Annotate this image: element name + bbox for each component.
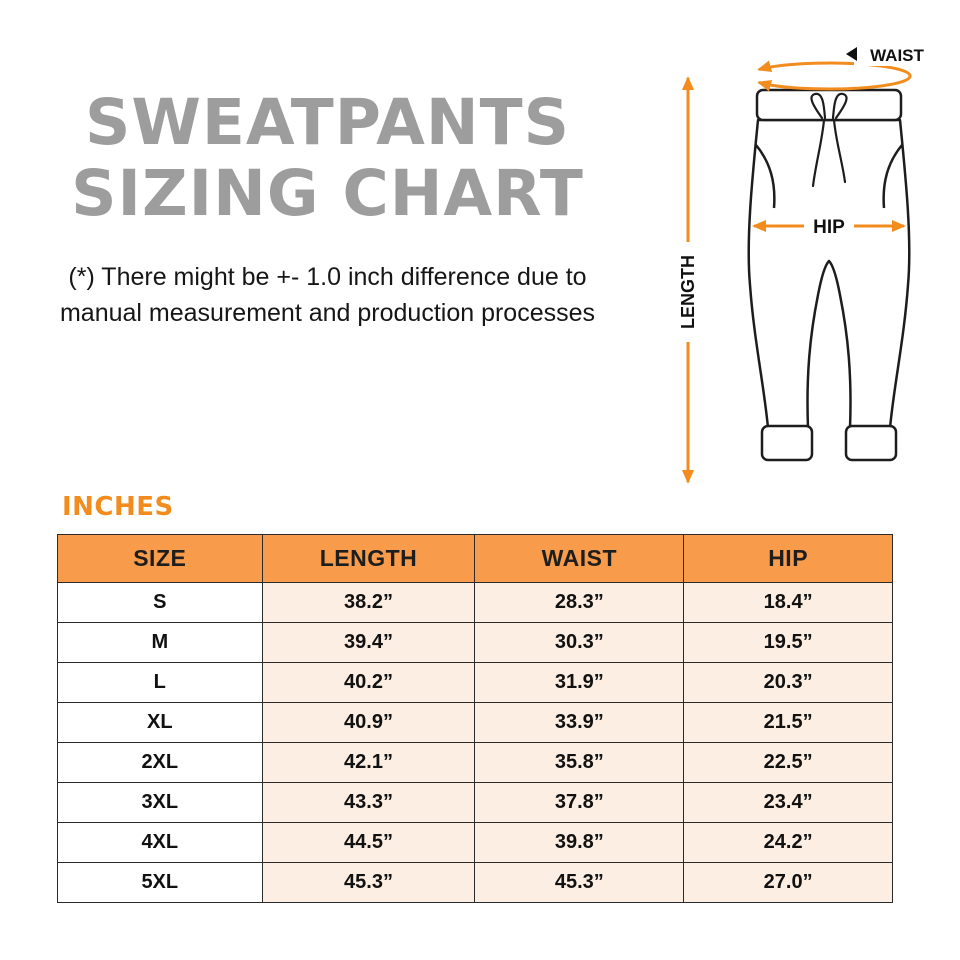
measurement-cell: 18.4” (683, 582, 893, 623)
measurement-cell: 45.3” (474, 862, 685, 903)
measurement-cell: 24.2” (683, 822, 893, 863)
measurement-cell: 21.5” (683, 702, 893, 743)
table-header-row: SIZE LENGTH WAIST HIP (57, 534, 893, 583)
size-cell: 4XL (57, 822, 263, 863)
column-header-length: LENGTH (261, 534, 476, 583)
title-line-2: SIZING CHART (71, 156, 584, 230)
table-row: 4XL 44.5” 39.8” 24.2” (57, 822, 893, 863)
right-pocket (881, 144, 903, 209)
size-cell: 3XL (57, 782, 263, 823)
table-row: 5XL 45.3” 45.3” 27.0” (57, 862, 893, 903)
measurement-cell: 30.3” (474, 622, 685, 663)
units-label: INCHES (62, 492, 174, 522)
measurement-cell: 27.0” (683, 862, 893, 903)
measurement-cell: 39.8” (474, 822, 685, 863)
left-pocket (754, 144, 776, 209)
drawstring (809, 92, 848, 188)
measurement-cell: 22.5” (683, 742, 893, 783)
measurement-cell: 23.4” (683, 782, 893, 823)
measurement-cell: 33.9” (474, 702, 685, 743)
waistband (755, 88, 902, 122)
size-cell: M (57, 622, 263, 663)
length-label: LENGTH (678, 255, 698, 329)
illustration-block: WAIST HIP LENGTH (655, 0, 960, 484)
measurement-cell: 44.5” (261, 822, 476, 863)
note-line-2: manual measurement and production proces… (59, 299, 596, 328)
size-cell: 5XL (57, 862, 263, 903)
table-row: S 38.2” 28.3” 18.4” (57, 582, 893, 623)
hip-label: HIP (813, 217, 845, 238)
sweatpants-diagram: WAIST HIP LENGTH (670, 42, 938, 484)
column-header-waist: WAIST (474, 534, 685, 583)
measurement-cell: 28.3” (474, 582, 685, 623)
title-line-1: SWEATPANTS (85, 86, 570, 159)
measurement-cell: 43.3” (261, 782, 476, 823)
size-table: SIZE LENGTH WAIST HIP S 38.2” 28.3” 18.4” M 3… (57, 534, 893, 903)
measurement-cell: 38.2” (261, 582, 476, 623)
waist-label-bg (853, 42, 938, 66)
header-section: SWEATPANTS SIZING CHART (*) There might … (0, 0, 960, 484)
title-block: SWEATPANTS SIZING CHART (*) There might … (0, 0, 655, 480)
measurement-note: (*) There might be +- 1.0 inch differenc… (0, 259, 655, 332)
measurement-cell: 39.4” (261, 622, 476, 663)
size-cell: L (57, 662, 263, 703)
measurement-cell: 42.1” (261, 742, 476, 783)
measurement-cell: 35.8” (474, 742, 685, 783)
table-row: M 39.4” 30.3” 19.5” (57, 622, 893, 663)
page-title: SWEATPANTS SIZING CHART (0, 86, 655, 230)
table-row: 2XL 42.1” 35.8” 22.5” (57, 742, 893, 783)
size-cell: 2XL (57, 742, 263, 783)
column-header-hip: HIP (683, 534, 893, 583)
waist-label: WAIST (870, 46, 924, 65)
waist-label-arrow-icon (845, 47, 857, 61)
measurement-cell: 37.8” (474, 782, 685, 823)
length-label-bg (670, 242, 705, 342)
table-row: XL 40.9” 33.9” 21.5” (57, 702, 893, 743)
note-line-1: (*) There might be +- 1.0 inch differenc… (68, 263, 587, 292)
measurement-cell: 31.9” (474, 662, 685, 703)
measurement-cell: 19.5” (683, 622, 893, 663)
table-row: L 40.2” 31.9” 20.3” (57, 662, 893, 703)
hip-label-bg (803, 211, 854, 241)
table-row: 3XL 43.3” 37.8” 23.4” (57, 782, 893, 823)
waist-arrow (756, 60, 912, 92)
size-table-body: S 38.2” 28.3” 18.4” M 39.4” 30.3” 19.5” L 40.2” 31… (57, 582, 893, 903)
measurement-cell: 40.9” (261, 702, 476, 743)
measurement-cell: 20.3” (683, 662, 893, 703)
size-cell: XL (57, 702, 263, 743)
right-cuff (844, 424, 897, 462)
pants-outline (746, 118, 911, 430)
column-header-size: SIZE (57, 534, 263, 583)
left-cuff (760, 424, 813, 462)
size-cell: S (57, 582, 263, 623)
measurement-cell: 40.2” (261, 662, 476, 703)
measurement-cell: 45.3” (261, 862, 476, 903)
